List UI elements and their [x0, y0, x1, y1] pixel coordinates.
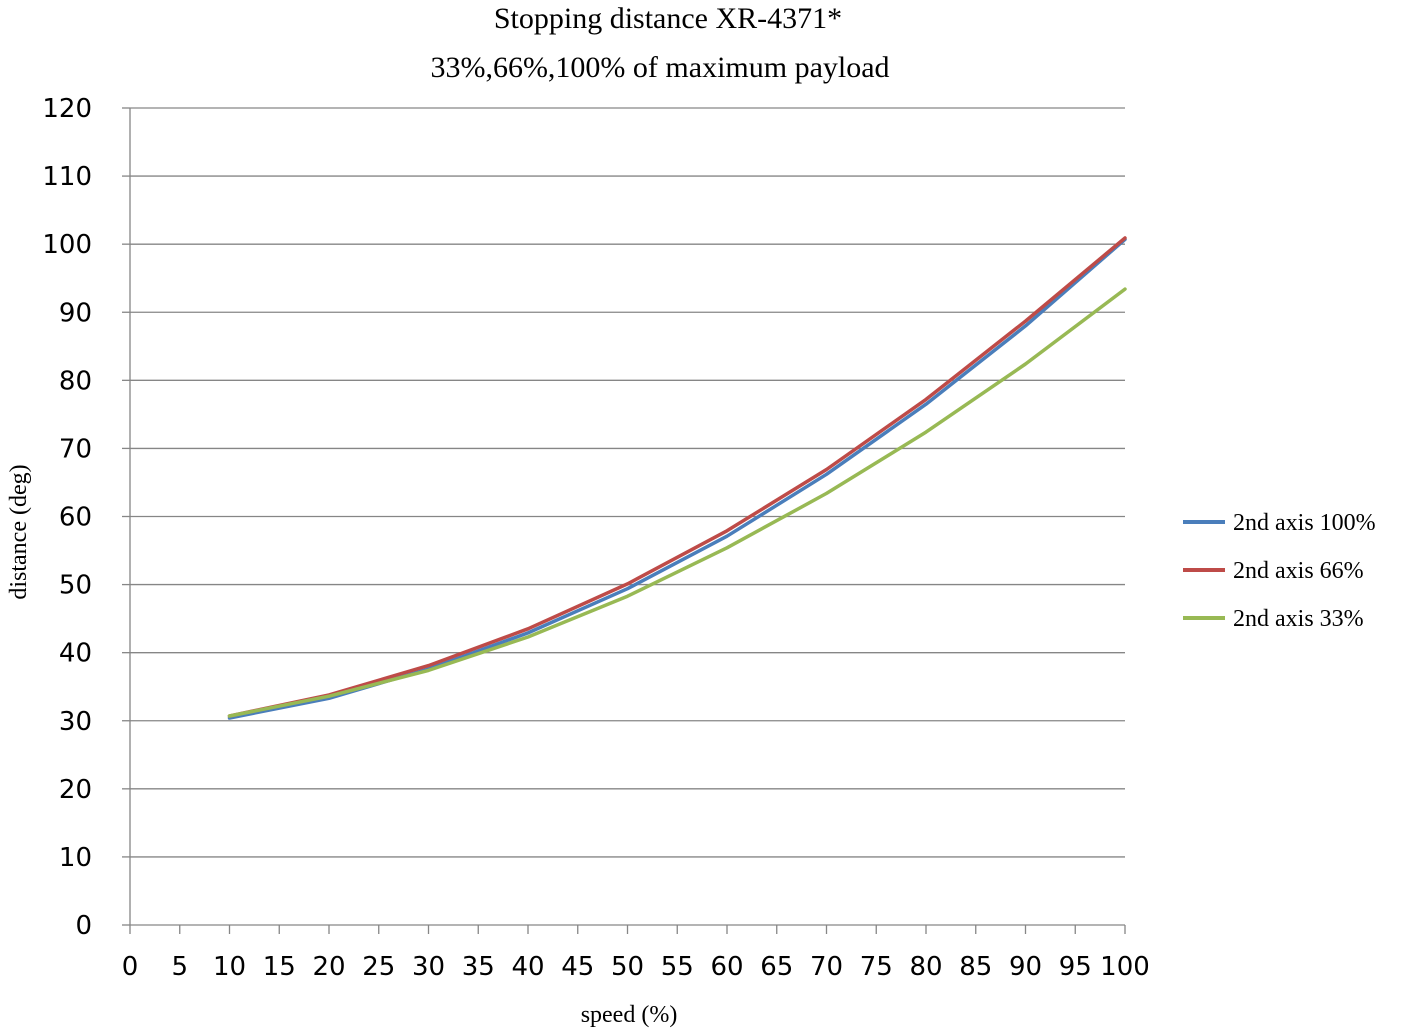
x-tick-label: 95: [1059, 952, 1092, 982]
x-tick-label: 100: [1100, 952, 1150, 982]
series-line: [227, 287, 1127, 718]
y-tick-label: 50: [59, 571, 92, 601]
series-line: [227, 236, 1127, 718]
x-tick-label: 0: [122, 952, 139, 982]
x-tick-label: 25: [362, 952, 395, 982]
x-tick-label: 5: [171, 952, 188, 982]
gridlines: [130, 107, 1125, 858]
x-tick-label: 90: [1009, 952, 1042, 982]
chart-title: Stopping distance XR-4371*: [494, 2, 842, 35]
x-tick-label: 55: [661, 952, 694, 982]
x-tick-label: 10: [213, 952, 246, 982]
y-tick-label: 120: [42, 94, 92, 124]
series-line: [227, 237, 1127, 720]
legend-label: 2nd axis 66%: [1233, 558, 1364, 584]
y-tick-label: 70: [59, 434, 92, 464]
y-axis-label: distance (deg): [6, 464, 32, 599]
x-tick-label: 80: [909, 952, 942, 982]
x-tick-label: 65: [760, 952, 793, 982]
y-tick-label: 60: [59, 503, 92, 533]
x-tick-label: 50: [611, 952, 644, 982]
x-tick-label: 30: [412, 952, 445, 982]
y-tick-label: 20: [59, 775, 92, 805]
x-tick-label: 70: [810, 952, 843, 982]
x-axis-label: speed (%): [581, 1002, 678, 1028]
x-tick-labels: 0 5 10 15 20 25 30 35 40 45 50 55 60 65 70 75 80 85 90 95 10…: [122, 952, 1150, 982]
y-tick-label: 30: [59, 707, 92, 737]
y-tick-label: 40: [59, 639, 92, 669]
x-tick-label: 15: [263, 952, 296, 982]
x-tick-label: 40: [511, 952, 544, 982]
y-tick-label: 10: [59, 843, 92, 873]
legend: 2nd axis 100% 2nd axis 66% 2nd axis 33%: [1183, 510, 1376, 632]
x-tick-label: 45: [561, 952, 594, 982]
y-tick-labels: 0 10 20 30 40 50 60 70 80 90 100 110 120: [42, 94, 92, 941]
x-tick-label: 60: [710, 952, 743, 982]
y-tick-label: 100: [42, 230, 92, 260]
legend-label: 2nd axis 33%: [1233, 606, 1364, 632]
series-lines: [227, 236, 1127, 720]
x-tick-label: 75: [860, 952, 893, 982]
legend-label: 2nd axis 100%: [1233, 510, 1376, 536]
chart-subtitle: 33%,66%,100% of maximum payload: [430, 51, 889, 84]
x-tick-label: 20: [312, 952, 345, 982]
y-tick-label: 90: [59, 298, 92, 328]
x-tick-label: 85: [959, 952, 992, 982]
y-tick-label: 0: [75, 911, 92, 941]
axes: [122, 107, 1126, 934]
x-tick-label: 35: [462, 952, 495, 982]
y-tick-label: 110: [42, 162, 92, 192]
y-tick-label: 80: [59, 366, 92, 396]
